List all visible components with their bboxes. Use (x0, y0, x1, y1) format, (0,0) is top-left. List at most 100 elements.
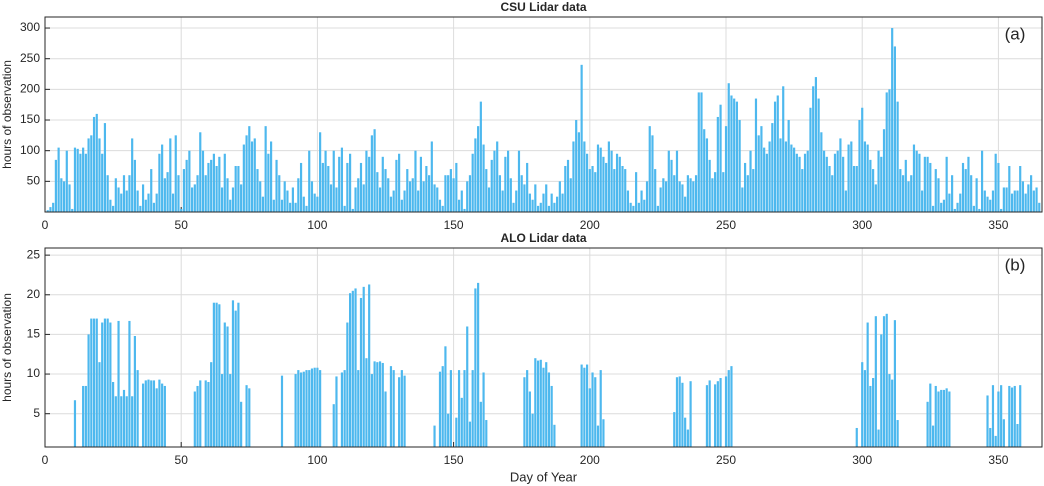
bar (114, 396, 117, 447)
bar (332, 404, 335, 447)
bar (948, 193, 951, 212)
bar (569, 178, 572, 212)
bar (354, 187, 357, 212)
bar (329, 184, 333, 212)
bar (373, 129, 376, 212)
bar (479, 101, 482, 212)
bar (583, 141, 586, 212)
bar (994, 435, 997, 447)
bar (338, 156, 341, 212)
bar (259, 181, 262, 212)
bar (240, 184, 243, 212)
bar (299, 372, 303, 447)
bar (795, 153, 798, 212)
axes-frame (44, 16, 1043, 213)
bar (482, 372, 485, 447)
bar (615, 153, 619, 212)
bar (457, 199, 461, 212)
bar (120, 193, 123, 212)
bar (1002, 187, 1005, 212)
bar (681, 382, 684, 447)
bar (109, 322, 112, 447)
bar (931, 205, 935, 212)
bar (73, 147, 77, 212)
bar (163, 178, 166, 212)
x-axis-label: Day of Year (510, 469, 578, 484)
bar (880, 156, 883, 212)
bar (150, 380, 153, 447)
bar (738, 120, 741, 212)
bar (378, 187, 382, 212)
bar (1016, 190, 1019, 212)
bar (596, 425, 600, 447)
bar (414, 150, 417, 212)
bar (694, 175, 698, 212)
bar (272, 199, 275, 212)
bar (136, 190, 139, 212)
bar (1021, 181, 1025, 212)
bar (438, 199, 442, 212)
bar (888, 89, 891, 212)
bar (201, 150, 205, 212)
bar (852, 166, 856, 212)
bar (112, 381, 115, 447)
bar (735, 101, 738, 212)
bar (169, 138, 172, 212)
x-tick-label: 50 (175, 218, 189, 232)
bar (270, 141, 273, 212)
bar (349, 293, 352, 447)
bar (1032, 190, 1035, 212)
bar (376, 362, 379, 447)
bar (310, 368, 314, 447)
bar (874, 184, 877, 212)
bar (547, 372, 551, 447)
bar (245, 385, 248, 447)
bar (989, 199, 992, 212)
bar (73, 400, 77, 447)
bar (776, 95, 779, 212)
bar (210, 362, 213, 447)
bar (588, 388, 591, 447)
bar (248, 388, 251, 447)
bar (474, 288, 477, 447)
bar (161, 383, 164, 447)
bar (62, 181, 66, 212)
bar (463, 370, 466, 447)
chart-title: CSU Lidar data (500, 0, 586, 14)
bar (231, 300, 235, 447)
bar (158, 153, 161, 212)
bar (316, 367, 319, 447)
bar (896, 420, 899, 447)
bar (351, 290, 354, 447)
bar (207, 162, 210, 212)
bar (1000, 385, 1003, 447)
x-tick-label: 150 (444, 453, 464, 467)
bar (534, 358, 537, 447)
bar (477, 126, 480, 212)
bar (357, 370, 360, 447)
bar (967, 156, 970, 212)
bar (346, 162, 349, 212)
bar (926, 401, 929, 447)
bar (539, 202, 542, 212)
bar (1024, 193, 1027, 212)
bar (929, 162, 932, 212)
bar (719, 104, 722, 212)
bar (234, 310, 237, 447)
bar (673, 412, 676, 447)
bar (534, 184, 537, 212)
bar (926, 156, 929, 212)
bar (547, 205, 551, 212)
bar (370, 135, 373, 212)
bar (297, 370, 300, 447)
bar (54, 159, 57, 212)
bar (193, 391, 196, 447)
bar (335, 187, 338, 212)
bar (71, 208, 74, 212)
bar (1013, 190, 1016, 212)
bar (580, 364, 583, 447)
x-tick-label: 100 (307, 218, 327, 232)
panel-label: (b) (1005, 255, 1026, 274)
bar (163, 385, 166, 447)
bar (861, 362, 864, 447)
